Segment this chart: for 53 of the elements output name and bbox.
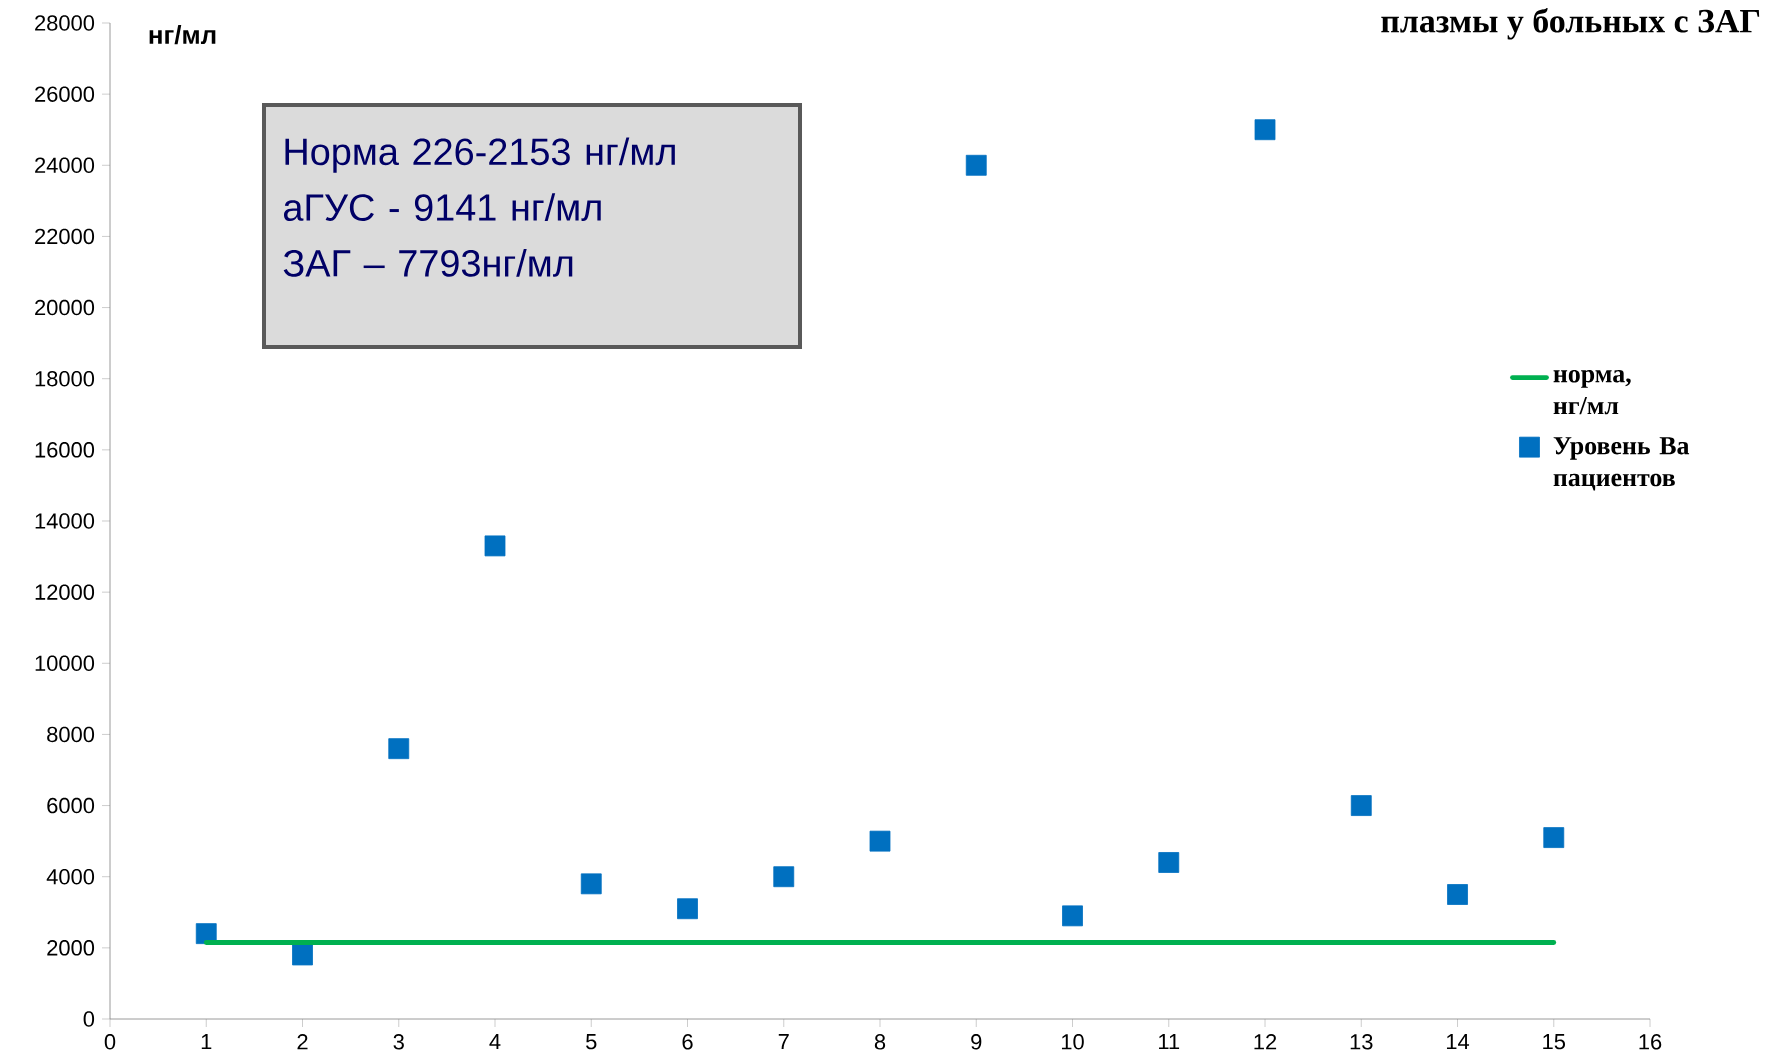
annotation: аГУС - 9141 нг/мл — [284, 193, 601, 221]
x-tick-label: 7 — [778, 1034, 789, 1050]
legend-label: норма, нг/мл — [1553, 369, 1631, 415]
x-tick-label: 16 — [1639, 1034, 1662, 1050]
point — [1062, 905, 1083, 927]
point — [773, 866, 795, 888]
point — [292, 944, 313, 966]
y-tick-label: 2000 — [47, 940, 95, 956]
x-tick-label: 2 — [297, 1034, 308, 1050]
y-tick-label: 20000 — [35, 299, 95, 316]
x-tick-label: 3 — [393, 1034, 404, 1050]
point — [1254, 119, 1276, 141]
y-tick-label: 4000 — [46, 868, 95, 885]
legend-label: Уровень Ва пациентов — [1553, 437, 1690, 491]
point — [1543, 827, 1565, 848]
x-tick-label: 6 — [682, 1034, 693, 1050]
point — [869, 830, 891, 852]
y-tick-label: 28000 — [35, 15, 95, 31]
chart-title: плазмы у больных с ЗАГ — [1381, 8, 1760, 40]
y-tick-label: 26000 — [35, 86, 95, 102]
y-axis-title: нг/мл — [149, 25, 216, 45]
y-tick-label: 24000 — [35, 157, 95, 174]
x-tick-label: 14 — [1446, 1034, 1470, 1050]
x-tick-label: 11 — [1159, 1034, 1180, 1050]
annotation: ЗАГ – 7793нг/мл — [283, 248, 573, 277]
x-tick-label: 8 — [874, 1034, 886, 1050]
point — [580, 873, 602, 895]
y-tick-label: 22000 — [35, 228, 95, 245]
point — [484, 535, 506, 557]
point — [1350, 795, 1372, 816]
x-tick-label: 0 — [104, 1034, 116, 1050]
x-tick-label: 1 — [201, 1034, 212, 1050]
point — [1447, 884, 1468, 905]
x-tick-label: 9 — [971, 1034, 982, 1050]
x-tick-label: 5 — [586, 1034, 597, 1050]
point — [1158, 852, 1180, 873]
y-tick-label: 14000 — [35, 513, 95, 529]
point — [965, 154, 987, 176]
y-tick-label: 10000 — [35, 655, 95, 672]
x-tick-label: 12 — [1254, 1034, 1277, 1050]
y-tick-label: 12000 — [35, 584, 95, 600]
y-tick-label: 18000 — [35, 370, 95, 387]
point — [388, 738, 410, 760]
x-tick-label: 13 — [1350, 1034, 1373, 1050]
y-tick-label: 0 — [83, 1011, 95, 1027]
y-tick-label: 6000 — [47, 797, 95, 814]
annotation: Норма 226-2153 нг/мл — [285, 137, 675, 173]
point — [677, 898, 698, 920]
x-tick-label: 4 — [489, 1034, 501, 1050]
y-tick-label: 8000 — [47, 726, 95, 743]
x-tick-label: 10 — [1061, 1034, 1084, 1050]
y-tick-label: 16000 — [35, 442, 95, 458]
x-tick-label: 15 — [1543, 1034, 1566, 1050]
